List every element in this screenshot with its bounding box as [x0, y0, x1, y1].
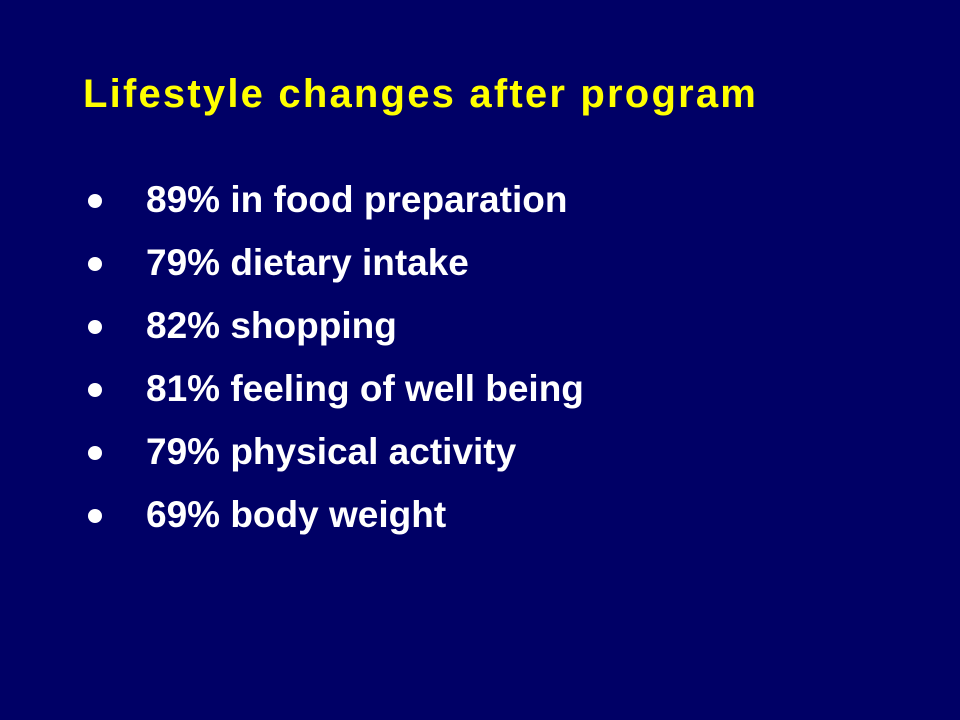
bullet-text: 79% physical activity — [146, 431, 517, 472]
bullet-dot — [88, 446, 102, 460]
bullet-text: 81% feeling of well being — [146, 368, 584, 409]
bullet-dot — [88, 257, 102, 271]
bullet-dot — [88, 320, 102, 334]
bullet-dot — [88, 509, 102, 523]
bullet-dot — [88, 194, 102, 208]
bullet-text: 69% body weight — [146, 494, 447, 535]
bullet-dot — [88, 383, 102, 397]
bullet-text: 82% shopping — [146, 305, 397, 346]
slide-title: Lifestyle changes after program — [83, 72, 759, 116]
bullet-text: 89% in food preparation — [146, 179, 568, 220]
bullet-text: 79% dietary intake — [146, 242, 469, 283]
